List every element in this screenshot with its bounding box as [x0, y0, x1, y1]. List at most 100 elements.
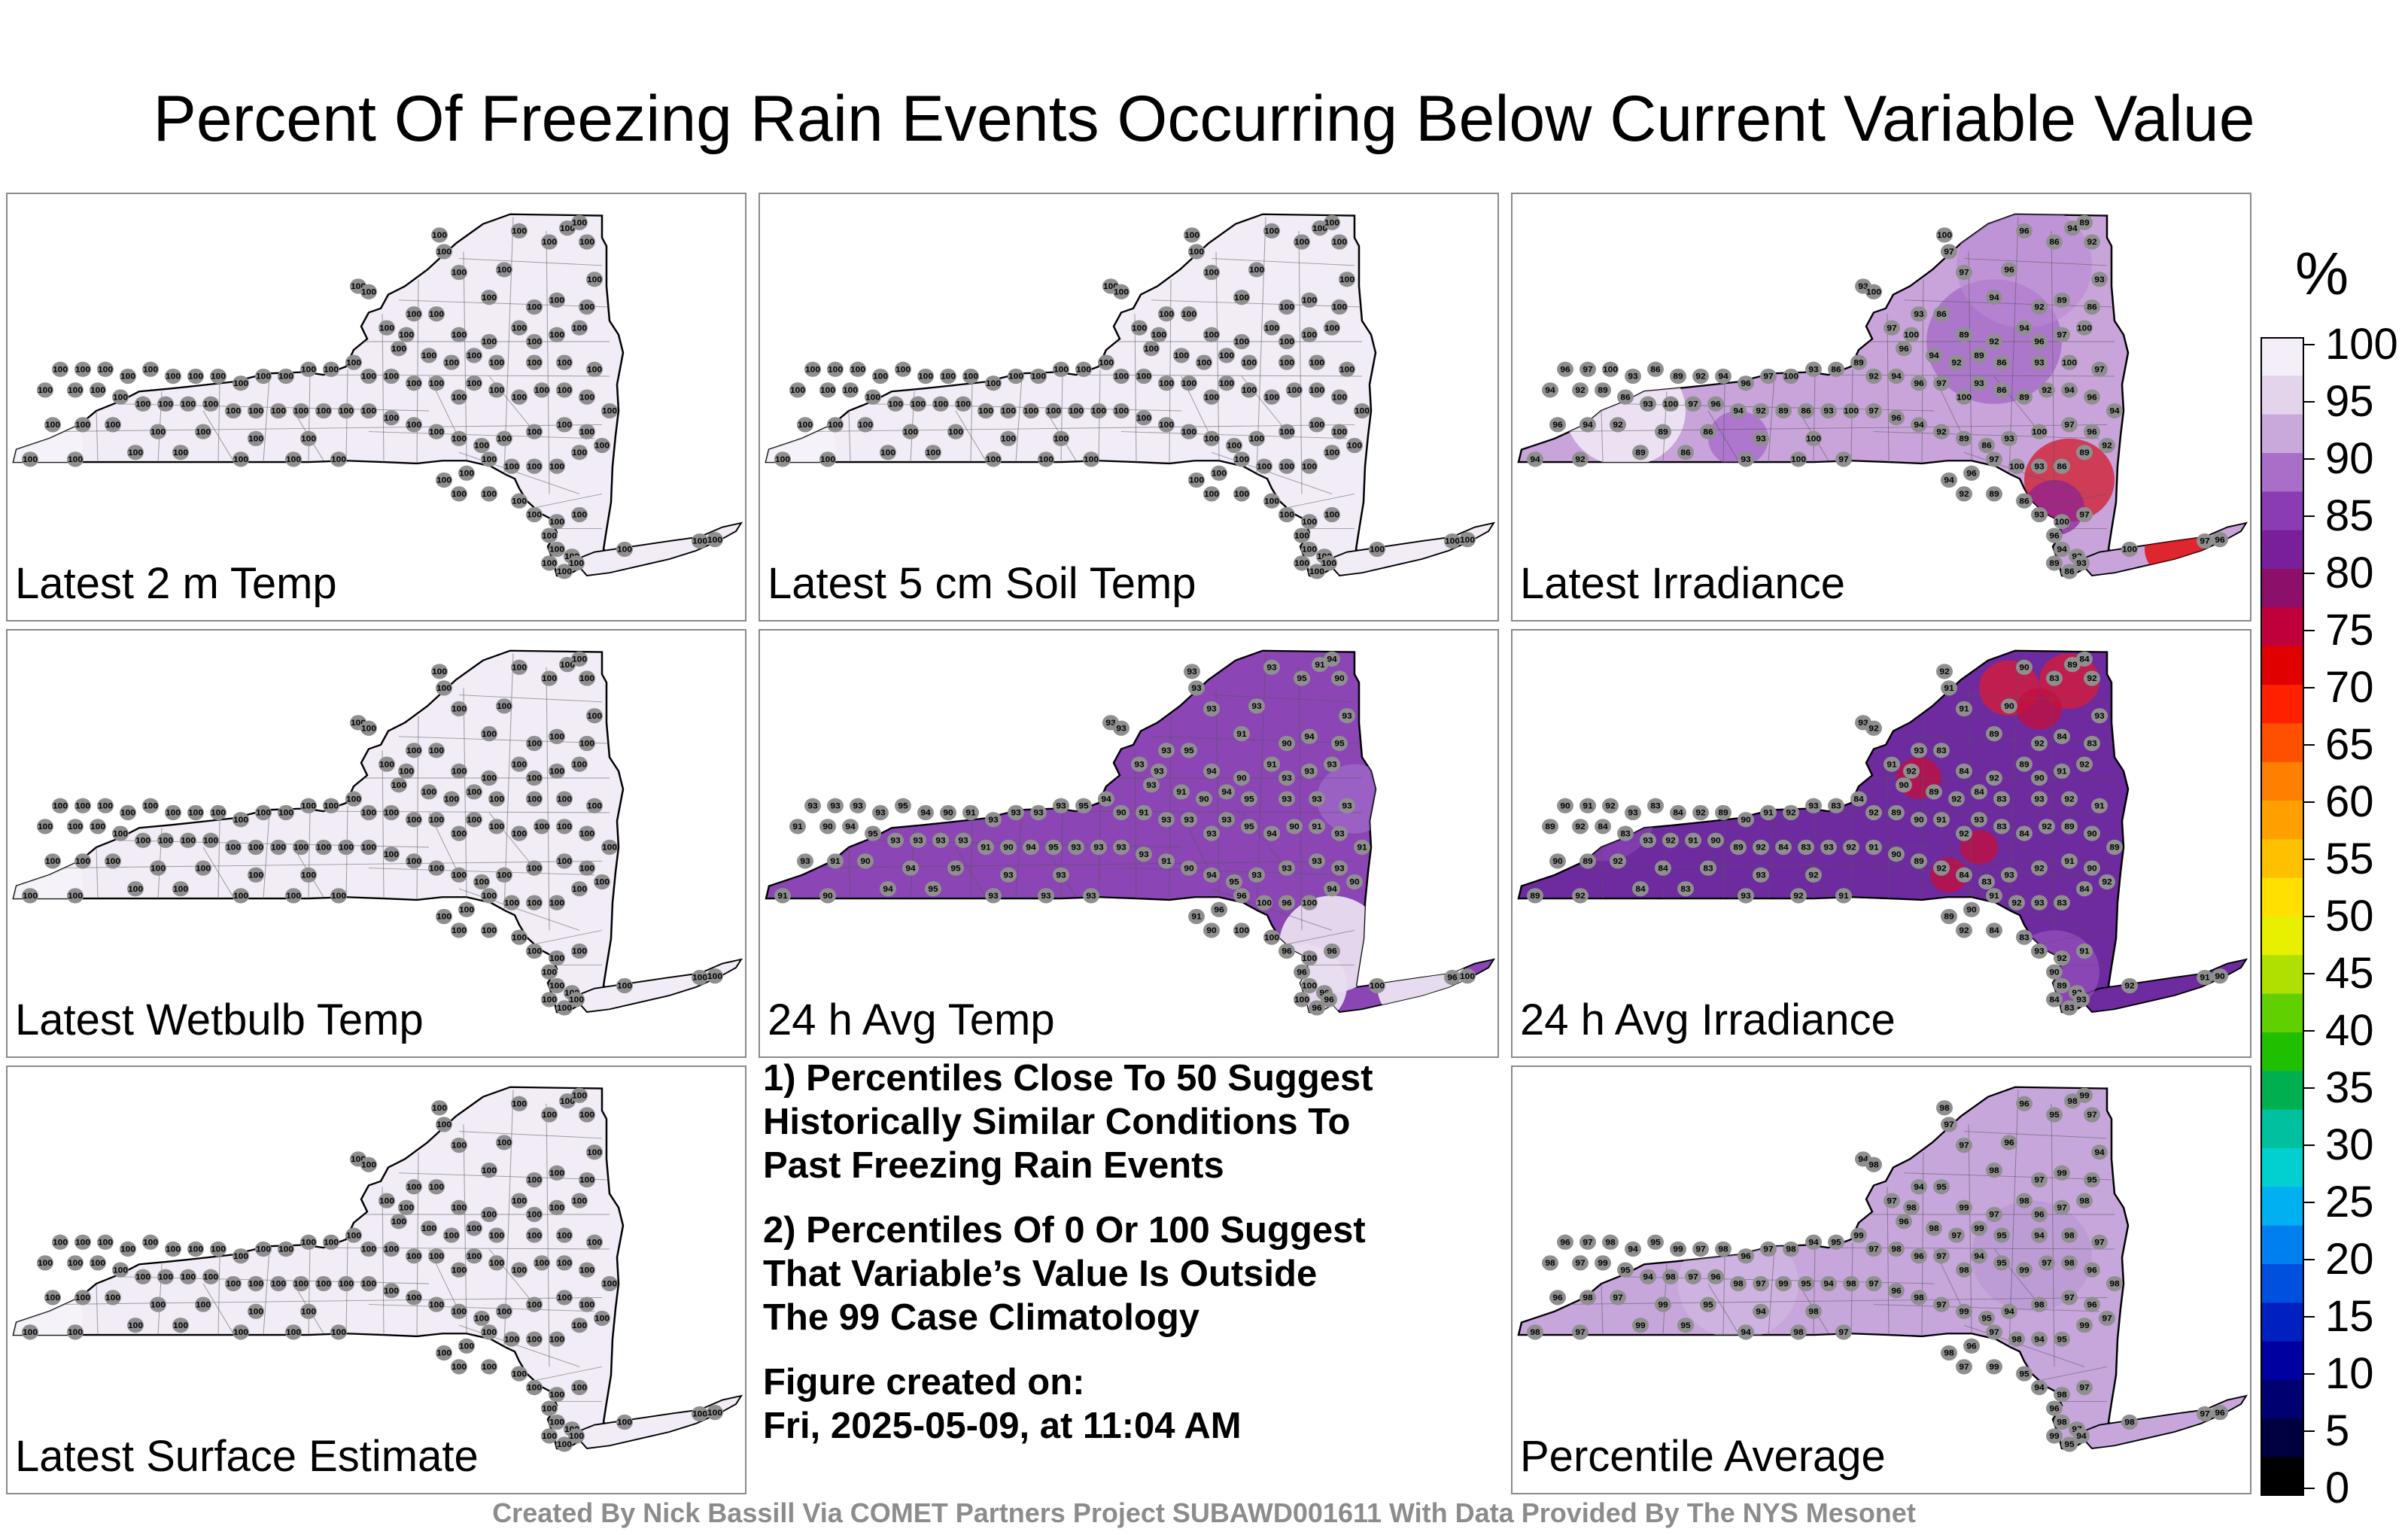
- county-boundary: [546, 230, 550, 494]
- station-value: 100: [384, 809, 399, 817]
- station-marker: [37, 819, 53, 834]
- station-marker: [1241, 791, 1257, 807]
- station-value: 84: [1974, 788, 1984, 796]
- station-marker: [90, 1255, 106, 1271]
- county-boundary: [217, 1257, 220, 1336]
- station-value: 100: [534, 822, 549, 831]
- station-value: 93: [1808, 366, 1818, 374]
- station-value: 100: [895, 366, 911, 374]
- station-value: 83: [1620, 830, 1630, 838]
- station-marker: [44, 417, 61, 433]
- station-value: 92: [1613, 421, 1622, 429]
- station-marker: [1579, 1290, 1596, 1306]
- station-value: 100: [512, 394, 527, 402]
- station-marker: [511, 320, 528, 336]
- station-value: 100: [692, 974, 707, 982]
- station-value: 100: [459, 1342, 474, 1351]
- station-value: 90: [1349, 878, 1359, 886]
- station-marker: [1685, 832, 1701, 848]
- station-value: 100: [1144, 345, 1159, 353]
- station-value: 97: [1989, 1211, 1999, 1219]
- station-marker: [52, 1234, 68, 1250]
- station-marker: [496, 698, 512, 714]
- station-marker: [1956, 486, 1972, 502]
- station-value: 100: [339, 1280, 354, 1288]
- station-value: 100: [421, 1224, 436, 1233]
- station-marker: [2076, 445, 2093, 460]
- station-marker: [466, 1248, 482, 1264]
- station-value: 100: [1287, 386, 1302, 394]
- station-value: 100: [926, 448, 941, 457]
- station-marker: [127, 1318, 144, 1333]
- station-marker: [2001, 430, 2017, 446]
- station-marker: [120, 804, 136, 821]
- station-value: 100: [1196, 359, 1212, 367]
- station-value: 89: [1929, 788, 1938, 796]
- station-value: 92: [2102, 442, 2112, 450]
- map-panel-24h-avg-temp: 93 93 93 91 90 94 95 93 93 93 93 91 90 94 95 93 93 93 93 91…: [759, 629, 1499, 1058]
- station-value: 100: [158, 400, 173, 409]
- station-marker: [1309, 417, 1325, 433]
- station-value: 94: [2057, 546, 2067, 554]
- station-marker: [1113, 839, 1130, 856]
- station-value: 92: [1575, 386, 1585, 394]
- station-value: 98: [1793, 1328, 1804, 1336]
- station-value: 83: [1831, 802, 1841, 810]
- station-value: 96: [1741, 1252, 1750, 1260]
- station-marker: [1753, 430, 1769, 446]
- station-marker: [1775, 403, 1792, 419]
- station-value: 90: [2087, 865, 2096, 873]
- credit-line: Created By Nick Bassill Via COMET Partne…: [492, 1497, 1916, 1528]
- station-marker: [568, 992, 585, 1008]
- station-marker: [1113, 368, 1130, 385]
- station-marker: [1000, 403, 1017, 419]
- station-value: 91: [2079, 947, 2090, 956]
- station-marker: [2106, 1275, 2123, 1292]
- station-marker: [473, 1310, 490, 1327]
- station-value: 100: [1159, 310, 1174, 318]
- station-marker: [1933, 1179, 1950, 1195]
- station-marker: [1572, 888, 1589, 904]
- station-marker: [300, 430, 317, 446]
- county-boundary: [1707, 1283, 1739, 1334]
- station-value: 100: [120, 1245, 135, 1254]
- station-marker: [556, 1290, 573, 1306]
- station-marker: [172, 1318, 189, 1333]
- station-marker: [248, 1275, 264, 1292]
- station-marker: [692, 1406, 708, 1422]
- station-marker: [2121, 977, 2138, 994]
- station-value: 100: [587, 366, 602, 374]
- station-marker: [1354, 403, 1370, 419]
- station-value: 100: [211, 1245, 226, 1254]
- station-marker: [2016, 1366, 2033, 1382]
- station-marker: [150, 1296, 166, 1312]
- station-marker: [1884, 756, 1900, 772]
- station-marker: [549, 1331, 565, 1347]
- station-marker: [2073, 1428, 2090, 1444]
- station-value: 100: [1783, 372, 1798, 381]
- station-value: 100: [1008, 372, 1023, 381]
- station-value: 100: [391, 1217, 406, 1226]
- station-marker: [1783, 368, 1799, 385]
- station-marker: [285, 1324, 302, 1340]
- station-marker: [1941, 1117, 1957, 1132]
- station-marker: [1557, 798, 1573, 813]
- station-marker: [431, 664, 448, 679]
- station-marker: [1986, 770, 2002, 786]
- station-value: 100: [451, 435, 467, 443]
- long-island-outline: [572, 521, 743, 576]
- station-marker: [2061, 1436, 2078, 1452]
- station-marker: [692, 533, 708, 549]
- station-marker: [1203, 389, 1220, 405]
- station-marker: [2001, 1135, 2017, 1150]
- station-value: 98: [1808, 1308, 1819, 1316]
- station-value: 100: [542, 675, 557, 683]
- station-value: 100: [451, 705, 467, 713]
- station-value: 100: [135, 837, 150, 845]
- colorbar-swatch: [2261, 453, 2304, 493]
- station-marker: [44, 853, 61, 869]
- station-marker: [1986, 1206, 2002, 1223]
- station-value: 100: [1324, 511, 1339, 519]
- station-value: 97: [2064, 421, 2074, 429]
